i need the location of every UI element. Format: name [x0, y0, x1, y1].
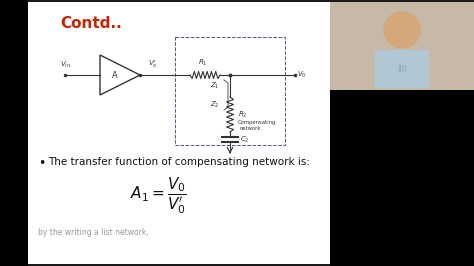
Text: The transfer function of compensating network is:: The transfer function of compensating ne…	[48, 157, 310, 167]
Bar	[0, 0, 28, 266]
Text: $V_{in}$: $V_{in}$	[60, 60, 71, 70]
Bar	[175, 37, 285, 145]
Text: $V_0$: $V_0$	[297, 70, 307, 80]
Text: ||||: ||||	[397, 64, 407, 72]
Text: $Z_2$: $Z_2$	[210, 100, 220, 110]
Text: by the writing a list network,: by the writing a list network,	[38, 228, 149, 237]
Text: network: network	[240, 126, 262, 131]
Bar	[28, 2, 444, 264]
Text: $R_1$: $R_1$	[198, 58, 208, 68]
Text: Compensating: Compensating	[238, 120, 276, 125]
Text: A: A	[112, 70, 118, 80]
Text: $R_2$: $R_2$	[238, 109, 247, 120]
Circle shape	[384, 12, 420, 48]
Text: •: •	[38, 157, 46, 170]
Text: $A_1 = \dfrac{V_0}{V_0^{\prime}}$: $A_1 = \dfrac{V_0}{V_0^{\prime}}$	[130, 176, 187, 216]
Text: $V_o'$: $V_o'$	[148, 59, 157, 71]
Text: $C_2$: $C_2$	[240, 134, 249, 145]
Bar	[330, 2, 474, 90]
Bar	[375, 50, 429, 88]
Bar	[330, 90, 474, 266]
Text: $Z_1$: $Z_1$	[210, 81, 220, 91]
Text: Contd..: Contd..	[60, 16, 122, 31]
